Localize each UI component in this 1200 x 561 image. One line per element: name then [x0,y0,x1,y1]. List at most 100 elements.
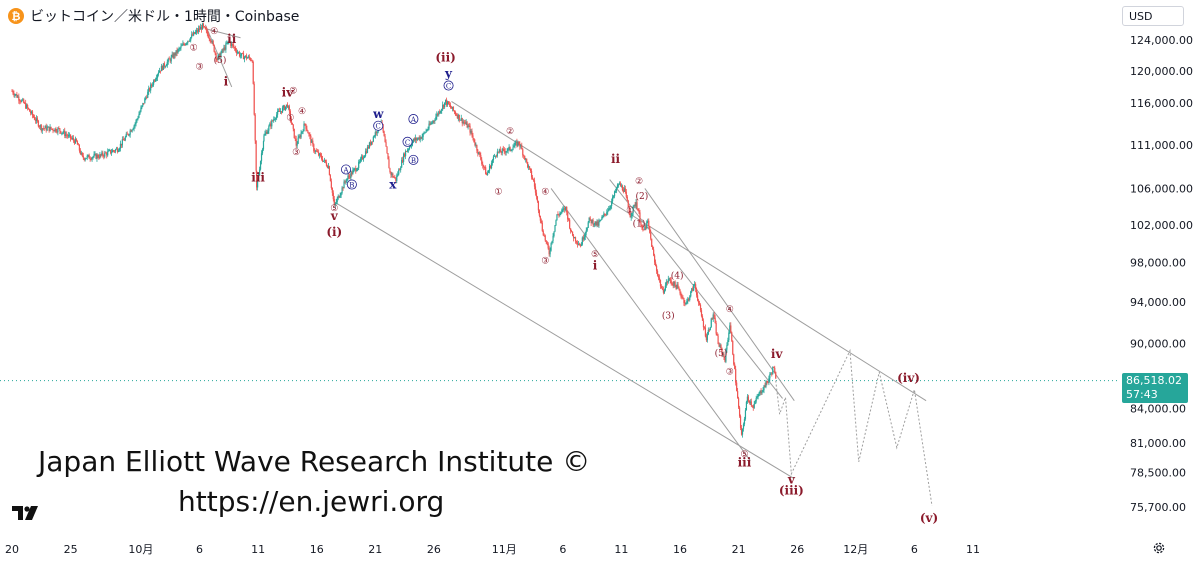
candle-body [267,130,269,134]
candle-body [566,206,568,213]
candle-body [16,94,18,98]
candle-body [501,148,503,153]
candle-body [343,181,345,189]
candle-body [735,368,737,383]
wave-label: (iv) [897,371,920,385]
candle-body [261,149,264,154]
candle-body [308,133,310,135]
candle-body [200,27,203,30]
symbol-title: ビットコイン／米ドル・1時間・Coinbase [30,9,300,25]
candle-body [424,132,426,134]
wave-label: ② [289,86,297,96]
candle-body [373,136,375,138]
candle-body [201,23,204,30]
wave-label: ④ [210,27,218,37]
candle-body [131,129,133,132]
candle-body [546,241,548,244]
candle-body [364,151,367,156]
settings-gear-icon[interactable] [1152,541,1166,555]
candle-body [404,151,407,157]
candle-body [26,105,28,109]
candle-body [279,111,282,112]
candle-body [133,125,135,129]
candle-body [125,133,127,137]
candle-body [235,48,237,51]
candle-body [102,152,104,156]
candle-body [358,161,360,168]
candle-body [48,126,50,132]
candle-body [169,59,171,62]
candle-body [434,120,436,122]
candle-body [606,212,608,215]
candle-body [18,96,20,101]
candle-body [40,125,42,131]
candle-body [103,155,105,157]
candle-body [642,227,644,230]
candle-body [749,401,751,403]
candle-body [191,34,193,38]
candle-body [607,211,609,213]
candle-body [577,244,580,245]
candle-body [335,202,337,204]
candle-body [317,151,319,153]
candle-body [329,175,331,182]
candle-body [668,278,670,280]
candle-body [443,104,445,108]
candle-body [96,154,98,159]
wave-label: (4) [671,270,684,281]
x-tick-label: 21 [732,543,746,556]
candle-body [212,40,214,45]
candle-body [596,221,598,225]
candle-body [740,427,743,435]
candle-body [19,100,21,102]
candle-body [300,132,302,138]
candle-body [359,161,361,163]
candle-body [698,302,701,305]
candle-body [535,192,538,197]
wave-label-ring [346,179,357,190]
candle-body [449,105,452,108]
candle-body [257,175,260,181]
candle-body [398,169,400,175]
candle-body [144,98,146,104]
wave-label: (iii) [779,484,804,498]
candle-body [316,150,318,152]
candle-body [707,329,709,335]
symbol-header[interactable]: ₿ ビットコイン／米ドル・1時間・Coinbase [8,6,299,26]
candle-body [773,367,775,368]
candle-body [453,110,456,112]
candle-body [499,149,501,153]
candle-body [658,277,661,281]
candle-body [137,117,139,120]
candle-body [237,52,240,54]
candle-body [427,128,429,131]
candle-body [391,173,393,175]
candle-body [539,215,541,221]
candle-body [228,41,230,42]
candle-body [262,141,265,150]
candle-body [736,382,738,392]
wave-label: (v) [920,511,938,525]
currency-selector[interactable]: USD [1122,6,1184,26]
candle-body [675,285,677,289]
candle-body [356,170,358,172]
candle-body [196,30,199,32]
currency-label: USD [1129,9,1153,23]
tradingview-logo-icon[interactable] [12,505,42,521]
wave-label: C [376,123,381,131]
candle-body [538,210,540,216]
candle-body [608,208,610,212]
candle-body [39,125,41,127]
wave-label: ④ [541,188,549,198]
candle-body [395,177,397,181]
candle-body [688,298,690,300]
candle-body [247,56,249,58]
wave-label: (ii) [435,51,455,65]
candle-body [448,104,451,106]
candle-body [160,65,163,72]
candle-body [695,284,697,289]
candle-body [207,34,209,38]
candle-body [81,152,83,156]
